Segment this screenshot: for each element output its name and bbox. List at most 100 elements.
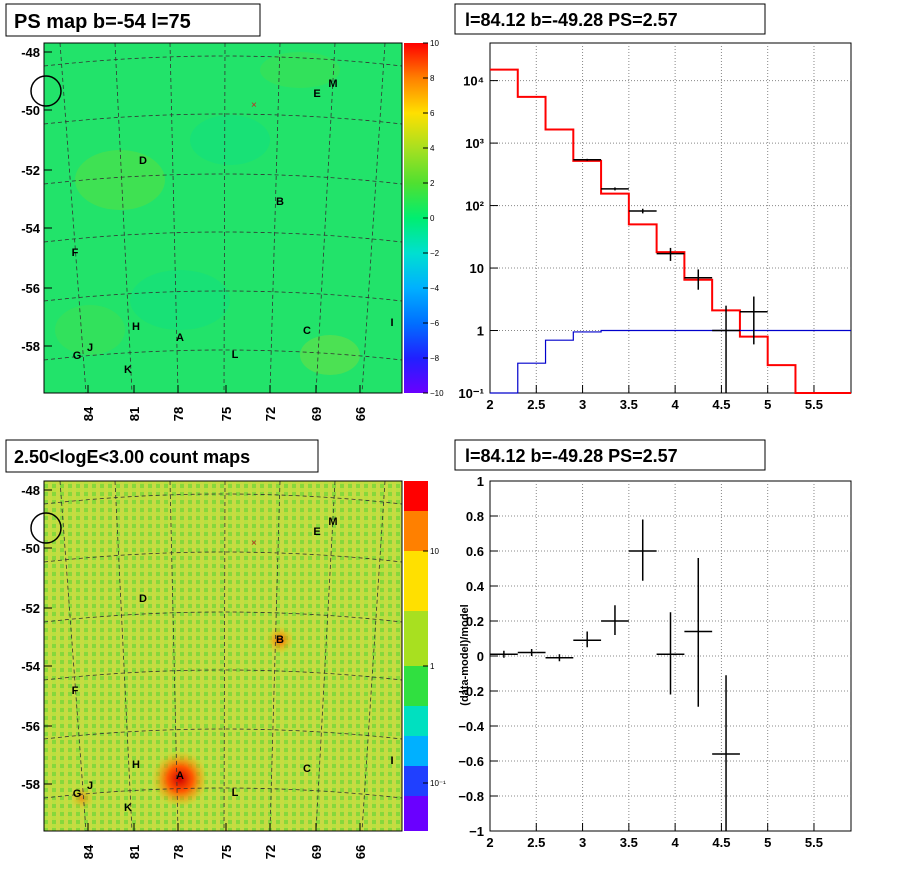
colorbar-tick-label: 0: [430, 214, 435, 223]
longitude-line: [169, 42, 179, 394]
y-tick-label: −0.2: [458, 684, 484, 699]
lat-tick-label: -52: [21, 601, 40, 616]
y-tick-label: −0.6: [458, 754, 484, 769]
cross-marker: ×: [251, 538, 257, 549]
source-label-h: H: [132, 759, 140, 771]
ps-map-axes: -48 -50 -52 -54 -56 -58 84 81 78 75 72 69 66: [21, 42, 403, 421]
latitude-line: [43, 113, 403, 125]
x-tick-label: 2: [486, 397, 493, 412]
lon-tick-label: 72: [263, 845, 278, 859]
longitude-line: [59, 42, 87, 394]
source-label-m: M: [328, 516, 337, 528]
y-tick-label: 10⁻¹: [458, 386, 484, 401]
y-tick-label: 0: [477, 649, 484, 664]
source-label-a: A: [176, 770, 184, 782]
longitude-line: [361, 480, 386, 832]
count-map-coord-grid: [43, 480, 403, 832]
source-label-i: I: [390, 317, 393, 329]
source-label-l: L: [232, 349, 239, 361]
count-map-source-labels: A B C D E F G H I J K L M: [72, 516, 394, 814]
lon-tick-label: 66: [353, 407, 368, 421]
x-tick-label: 5: [764, 397, 771, 412]
longitude-line: [169, 480, 179, 832]
residual-plot: 2 2.5 3 3.5 4 4.5 5 5.5 1 0.8 0.6 0.4 0.2 0 −0.2 −0.4 −0…: [458, 474, 851, 850]
x-tick-label: 3: [579, 835, 586, 850]
map-frame: [43, 42, 403, 394]
ps-map-panel: PS map b=-54 l=75 × 10 8 6 4 2 0 −2 −4 −6 −8 −10 -…: [5, 3, 444, 421]
lon-tick-label: 69: [309, 845, 324, 859]
residual-y-axis-label: (data-model)/model: [459, 604, 471, 705]
spectrum-title-box: [454, 3, 766, 35]
residual-title: l=84.12 b=-49.28 PS=2.57: [465, 446, 678, 466]
lat-tick-label: -54: [21, 659, 41, 674]
latitude-line: [43, 493, 403, 505]
y-tick-label: −1: [469, 824, 484, 839]
source-label-m: M: [328, 78, 337, 90]
source-label-d: D: [139, 155, 147, 167]
spectrum-panel: l=84.12 b=-49.28 PS=2.57 2 2.5 3 3.5 4 4.5 5 5.…: [454, 3, 852, 412]
source-g-glow: [70, 786, 94, 810]
x-tick-label: 4: [672, 835, 680, 850]
ps-map-title-box: [5, 3, 261, 37]
colorbar-tick-label: −2: [430, 249, 440, 258]
colorbar-tick-label: 6: [430, 109, 435, 118]
map-frame: [43, 480, 403, 832]
longitude-line: [315, 42, 336, 394]
y-tick-label: 10: [470, 261, 484, 276]
colorbar-tick-label: −4: [430, 284, 440, 293]
lon-tick-label: 78: [171, 845, 186, 859]
colorbar-tick-label: 10: [430, 547, 439, 556]
colorbar-tick-label: 2: [430, 179, 435, 188]
spectrum-frame: [489, 42, 852, 394]
y-tick-label: −0.8: [458, 789, 484, 804]
colorbar-tick-label: 10: [430, 39, 439, 48]
lon-tick-label: 81: [127, 407, 142, 421]
lat-tick-label: -58: [21, 339, 40, 354]
lat-tick-label: -56: [21, 281, 40, 296]
longitude-line: [315, 480, 336, 832]
longitude-line: [269, 480, 281, 832]
source-label-k: K: [124, 364, 132, 376]
y-tick-label: 0.2: [466, 614, 484, 629]
latitude-line: [43, 551, 403, 563]
y-tick-label: 10²: [465, 199, 484, 214]
count-colorbar-ticks: 10 1 10⁻¹: [423, 547, 446, 788]
lon-tick-label: 84: [81, 406, 96, 421]
source-label-l: L: [232, 787, 239, 799]
y-tick-label: 10³: [465, 136, 484, 151]
colorbar-tick-label: −8: [430, 354, 440, 363]
latitude-line: [43, 173, 403, 185]
x-tick-label: 3.5: [620, 397, 638, 412]
lat-tick-label: -48: [21, 483, 40, 498]
spectrum-plot: 2 2.5 3 3.5 4 4.5 5 5.5 10⁻¹ 1 10 10² 10³ 10⁴: [458, 43, 851, 412]
x-tick-label: 3.5: [620, 835, 638, 850]
latitude-line: [43, 787, 403, 799]
source-label-h: H: [132, 321, 140, 333]
x-tick-label: 5.5: [805, 397, 823, 412]
longitude-line: [223, 42, 226, 394]
ps-map-coord-grid: [43, 42, 403, 394]
source-label-k: K: [124, 802, 132, 814]
longitude-line: [361, 42, 386, 394]
latitude-line: [43, 290, 403, 302]
lon-tick-label: 69: [309, 407, 324, 421]
y-tick-label: 10⁴: [463, 74, 484, 89]
x-tick-label: 2.5: [527, 397, 545, 412]
lat-tick-label: -58: [21, 777, 40, 792]
latitude-line: [43, 728, 403, 740]
count-map-title: 2.50<logE<3.00 count maps: [14, 447, 250, 467]
x-tick-label: 4: [672, 397, 680, 412]
latitude-line: [43, 349, 403, 361]
lat-tick-label: -56: [21, 719, 40, 734]
count-colorbar: [404, 481, 428, 831]
source-label-a: A: [176, 332, 184, 344]
source-label-c: C: [303, 763, 311, 775]
colorbar-tick-label: 8: [430, 74, 435, 83]
x-tick-label: 4.5: [712, 835, 730, 850]
source-label-d: D: [139, 593, 147, 605]
source-label-b: B: [276, 196, 284, 208]
y-tick-label: 1: [477, 474, 484, 489]
lon-tick-label: 81: [127, 845, 142, 859]
source-label-j: J: [87, 342, 93, 354]
